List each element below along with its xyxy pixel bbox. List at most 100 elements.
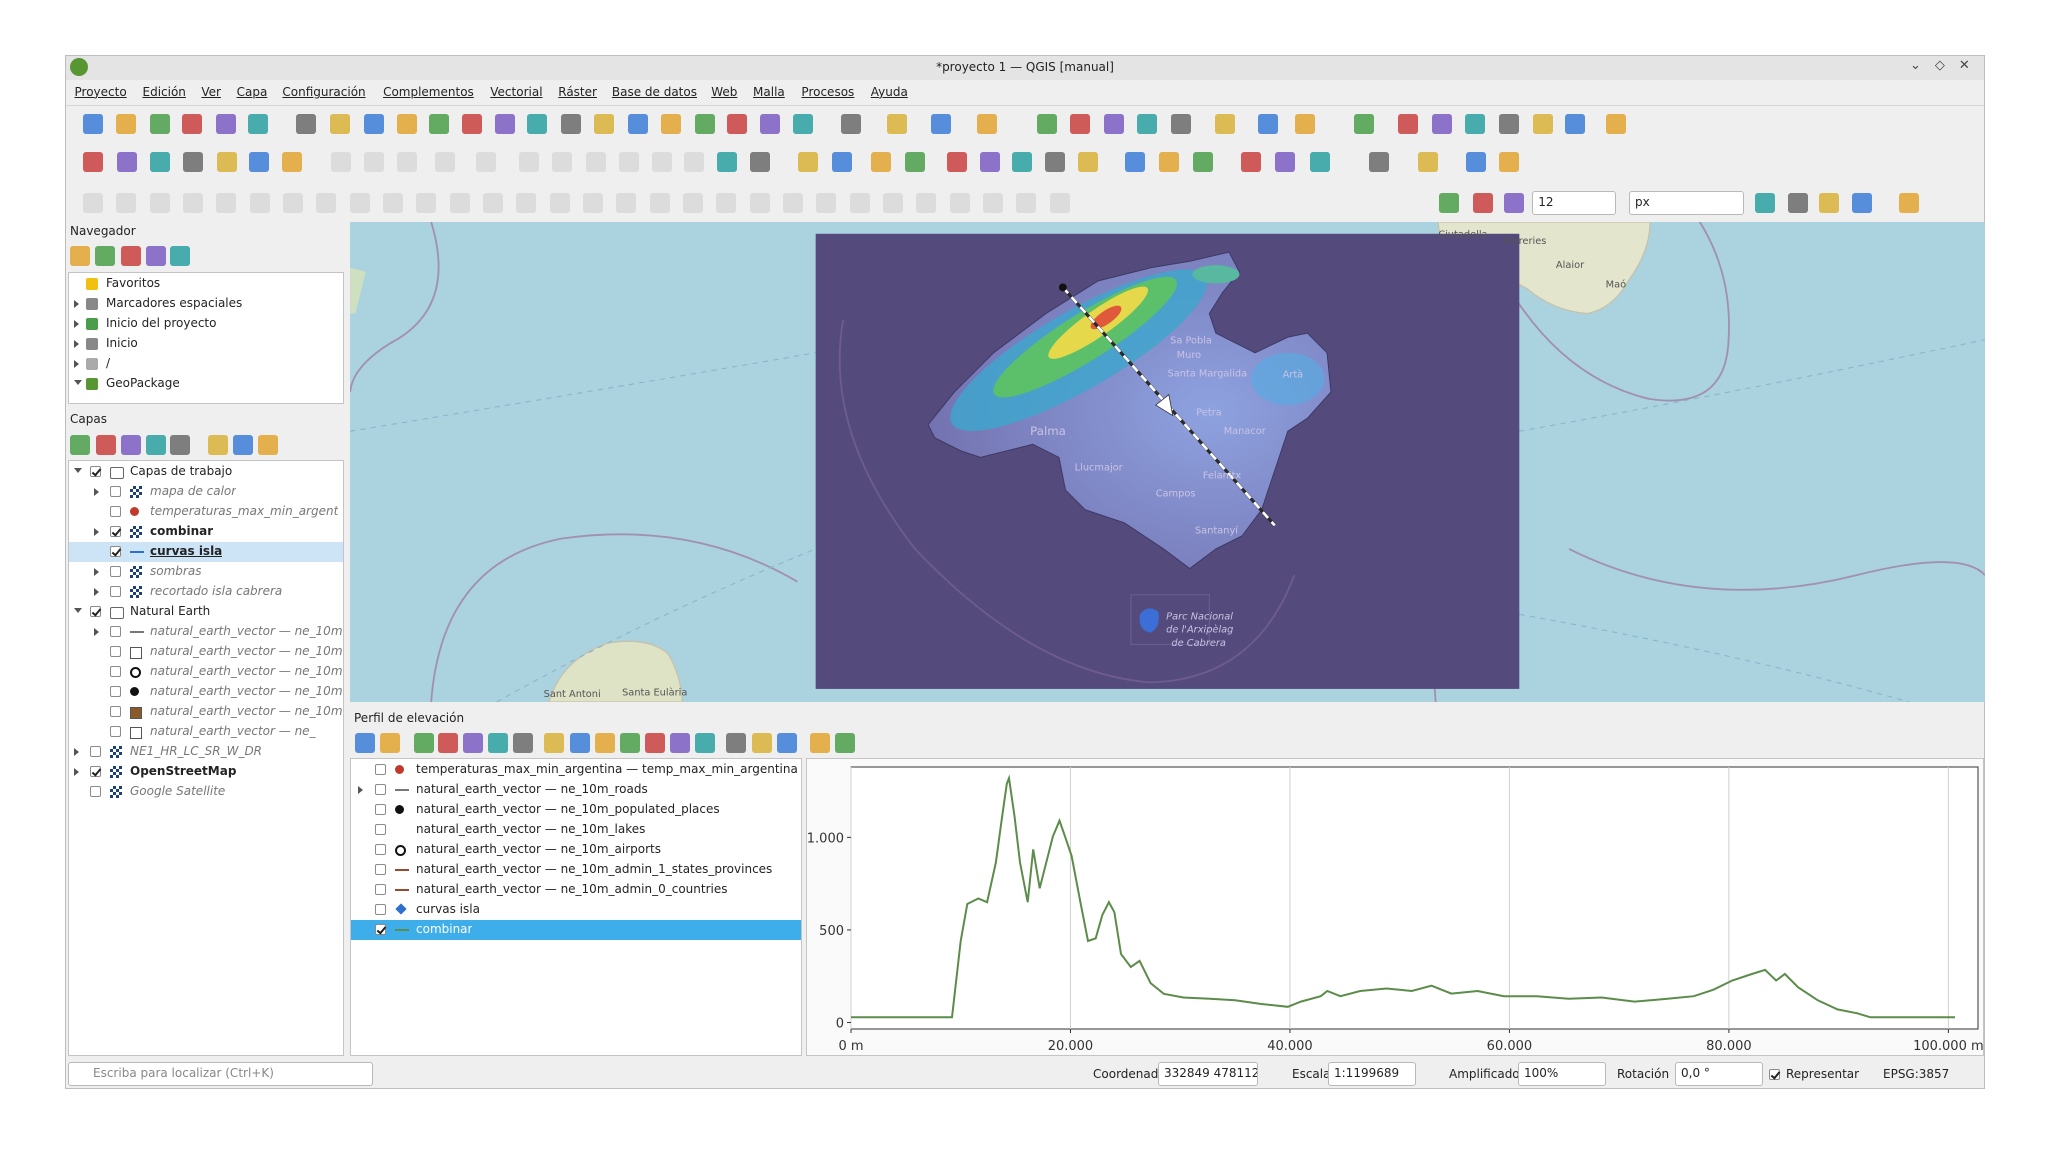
menu-item[interactable]: Web: [711, 85, 738, 99]
expand-arrow[interactable]: [74, 360, 79, 368]
toolbar-button[interactable]: [94, 246, 115, 267]
layer-name[interactable]: natural_earth_vector — ne_10m: [150, 704, 342, 718]
expand-arrow[interactable]: [74, 320, 79, 328]
checkbox[interactable]: [375, 904, 386, 915]
toolbar-button[interactable]: [216, 192, 237, 213]
menu-item[interactable]: Capa: [236, 85, 268, 99]
toolbar-button[interactable]: [841, 114, 862, 135]
layer-name[interactable]: natural_earth_vector — ne_10m_roads: [416, 782, 648, 796]
layer-name[interactable]: natural_earth_vector — ne_10m: [150, 624, 342, 638]
checkbox[interactable]: [110, 726, 121, 737]
expand-arrow[interactable]: [94, 628, 99, 636]
toolbar-button[interactable]: [1466, 152, 1487, 173]
layer-name[interactable]: combinar: [150, 524, 214, 538]
toolbar-button[interactable]: [208, 434, 229, 455]
toolbar-button[interactable]: [95, 434, 116, 455]
toolbar-button[interactable]: [438, 732, 459, 753]
scale-field[interactable]: 1:1199689: [1328, 1062, 1416, 1086]
toolbar-button[interactable]: [488, 732, 509, 753]
checkbox[interactable]: [90, 466, 101, 477]
toolbar-button[interactable]: [544, 732, 565, 753]
toolbar-button[interactable]: [669, 732, 690, 753]
expand-arrow[interactable]: [74, 300, 79, 308]
toolbar-button[interactable]: [120, 434, 141, 455]
toolbar-button[interactable]: [552, 152, 573, 173]
toolbar-button[interactable]: [461, 114, 482, 135]
toolbar-button[interactable]: [249, 192, 270, 213]
toolbar-button[interactable]: [1103, 114, 1124, 135]
toolbar-button[interactable]: [363, 114, 384, 135]
toolbar-button[interactable]: [1124, 152, 1145, 173]
checkbox[interactable]: [110, 706, 121, 717]
toolbar-button[interactable]: [682, 192, 703, 213]
toolbar-button[interactable]: [1049, 192, 1070, 213]
toolbar-button[interactable]: [1787, 192, 1808, 213]
expand-arrow[interactable]: [94, 568, 99, 576]
toolbar-button[interactable]: [749, 192, 770, 213]
toolbar-button[interactable]: [561, 114, 582, 135]
layer-name[interactable]: curvas isla: [150, 544, 223, 558]
expand-arrow[interactable]: [94, 528, 99, 536]
toolbar-button[interactable]: [69, 434, 90, 455]
expand-arrow[interactable]: [74, 340, 79, 348]
menu-item[interactable]: Ráster: [558, 85, 597, 99]
toolbar-button[interactable]: [396, 152, 417, 173]
toolbar-button[interactable]: [329, 114, 350, 135]
toolbar-button[interactable]: [1241, 152, 1262, 173]
checkbox[interactable]: [110, 546, 121, 557]
toolbar-button[interactable]: [694, 732, 715, 753]
toolbar-button[interactable]: [1136, 114, 1157, 135]
checkbox[interactable]: [375, 804, 386, 815]
toolbar-button[interactable]: [645, 732, 665, 753]
toolbar-button[interactable]: [145, 434, 166, 455]
toolbar-button[interactable]: [82, 192, 103, 213]
toolbar-button[interactable]: [1464, 114, 1485, 135]
toolbar-button[interactable]: [1503, 192, 1524, 213]
toolbar-button[interactable]: [354, 732, 375, 753]
toolbar-button[interactable]: [1258, 114, 1279, 135]
menu-item[interactable]: Malla: [753, 85, 785, 99]
toolbar-button[interactable]: [586, 152, 607, 173]
map-canvas[interactable]: Palma Llucmajor Campos Felanitx Santanyí…: [350, 222, 1985, 702]
expand-arrow[interactable]: [74, 748, 79, 756]
layer-name[interactable]: natural_earth_vector — ne_10m: [150, 644, 342, 658]
toolbar-button[interactable]: [69, 246, 90, 267]
toolbar-button[interactable]: [628, 114, 648, 135]
toolbar-button[interactable]: [183, 152, 204, 173]
toolbar-button[interactable]: [416, 192, 437, 213]
toolbar-button[interactable]: [809, 732, 830, 753]
toolbar-button[interactable]: [905, 152, 926, 173]
toolbar-button[interactable]: [1819, 192, 1840, 213]
toolbar-button[interactable]: [1438, 192, 1459, 213]
toolbar-button[interactable]: [716, 192, 737, 213]
toolbar-button[interactable]: [116, 192, 137, 213]
checkbox[interactable]: [375, 924, 386, 935]
layer-name[interactable]: curvas isla: [416, 902, 480, 916]
layer-name[interactable]: natural_earth_vector — ne_10m_populated_…: [416, 802, 720, 816]
toolbar-button[interactable]: [595, 732, 616, 753]
toolbar-button[interactable]: [316, 192, 337, 213]
toolbar-button[interactable]: [1215, 114, 1236, 135]
toolbar-button[interactable]: [660, 114, 681, 135]
toolbar-button[interactable]: [1398, 114, 1419, 135]
layer-name[interactable]: recortado isla cabrera: [150, 584, 283, 598]
toolbar-button[interactable]: [726, 732, 747, 753]
toolbar-button[interactable]: [1898, 192, 1919, 213]
toolbar-button[interactable]: [1498, 114, 1519, 135]
toolbar-button[interactable]: [777, 732, 798, 753]
checkbox[interactable]: [110, 526, 121, 537]
toolbar-button[interactable]: [797, 152, 818, 173]
toolbar-button[interactable]: [1170, 114, 1191, 135]
toolbar-button[interactable]: [1851, 192, 1872, 213]
toolbar-button[interactable]: [363, 152, 384, 173]
checkbox[interactable]: [375, 864, 386, 875]
layer-name[interactable]: sombras: [150, 564, 202, 578]
toolbar-button[interactable]: [916, 192, 937, 213]
toolbar-button[interactable]: [516, 192, 537, 213]
menu-item[interactable]: Configuración: [282, 85, 366, 99]
toolbar-button[interactable]: [349, 192, 370, 213]
toolbar-button[interactable]: [570, 732, 591, 753]
toolbar-button[interactable]: [694, 114, 715, 135]
toolbar-button[interactable]: [1275, 152, 1296, 173]
checkbox[interactable]: [375, 764, 386, 775]
